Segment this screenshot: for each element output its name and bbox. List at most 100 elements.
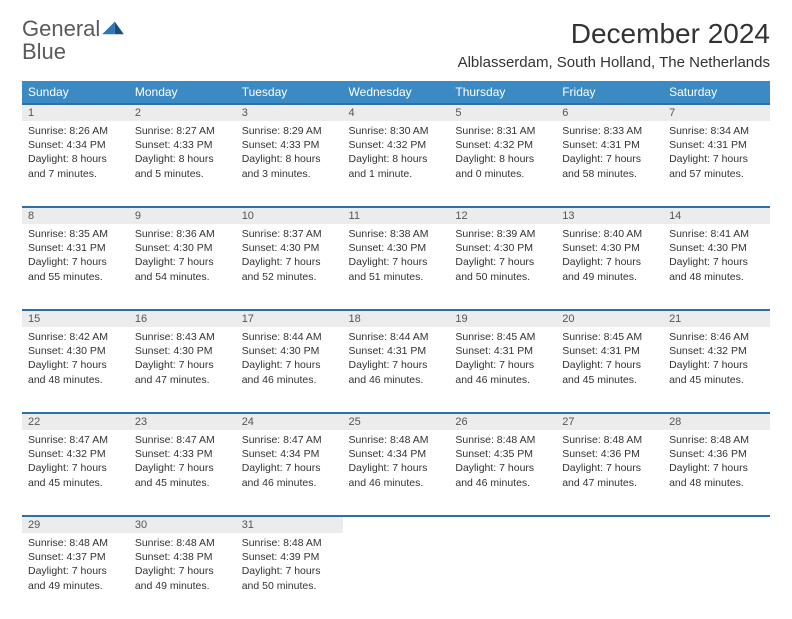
sunset-line: Sunset: 4:32 PM [455, 138, 550, 152]
sunset-line: Sunset: 4:30 PM [562, 241, 657, 255]
day-number-cell: 23 [129, 413, 236, 430]
day-content-cell: Sunrise: 8:48 AMSunset: 4:35 PMDaylight:… [449, 430, 556, 516]
day-content-cell: Sunrise: 8:45 AMSunset: 4:31 PMDaylight:… [449, 327, 556, 413]
day-number-cell: 25 [343, 413, 450, 430]
day-of-week-row: SundayMondayTuesdayWednesdayThursdayFrid… [22, 81, 770, 104]
day-content-cell: Sunrise: 8:30 AMSunset: 4:32 PMDaylight:… [343, 121, 450, 207]
day-number-cell: 31 [236, 516, 343, 533]
day-number-row: 891011121314 [22, 207, 770, 224]
day-content-cell [556, 533, 663, 619]
sunrise-line: Sunrise: 8:48 AM [28, 536, 123, 550]
day-number-cell: 28 [663, 413, 770, 430]
logo: General Blue [22, 18, 124, 64]
day-content-cell: Sunrise: 8:44 AMSunset: 4:30 PMDaylight:… [236, 327, 343, 413]
daylight-line: Daylight: 8 hours and 0 minutes. [455, 152, 550, 180]
day-number-cell: 11 [343, 207, 450, 224]
day-content-row: Sunrise: 8:42 AMSunset: 4:30 PMDaylight:… [22, 327, 770, 413]
sunrise-line: Sunrise: 8:47 AM [28, 433, 123, 447]
sunrise-line: Sunrise: 8:47 AM [242, 433, 337, 447]
sunset-line: Sunset: 4:34 PM [28, 138, 123, 152]
sunset-line: Sunset: 4:33 PM [135, 138, 230, 152]
sunset-line: Sunset: 4:32 PM [669, 344, 764, 358]
sunrise-line: Sunrise: 8:30 AM [349, 124, 444, 138]
sunrise-line: Sunrise: 8:38 AM [349, 227, 444, 241]
day-number-cell: 1 [22, 104, 129, 121]
day-content-row: Sunrise: 8:47 AMSunset: 4:32 PMDaylight:… [22, 430, 770, 516]
daylight-line: Daylight: 7 hours and 47 minutes. [135, 358, 230, 386]
day-content-cell: Sunrise: 8:45 AMSunset: 4:31 PMDaylight:… [556, 327, 663, 413]
day-number-cell: 12 [449, 207, 556, 224]
daylight-line: Daylight: 7 hours and 46 minutes. [242, 461, 337, 489]
day-content-cell: Sunrise: 8:48 AMSunset: 4:39 PMDaylight:… [236, 533, 343, 619]
day-content-cell: Sunrise: 8:34 AMSunset: 4:31 PMDaylight:… [663, 121, 770, 207]
sunset-line: Sunset: 4:30 PM [242, 241, 337, 255]
day-content-cell: Sunrise: 8:29 AMSunset: 4:33 PMDaylight:… [236, 121, 343, 207]
day-content-cell: Sunrise: 8:48 AMSunset: 4:36 PMDaylight:… [663, 430, 770, 516]
day-number-cell: 16 [129, 310, 236, 327]
day-header: Thursday [449, 81, 556, 104]
day-number-cell: 29 [22, 516, 129, 533]
day-number-cell [449, 516, 556, 533]
day-content-row: Sunrise: 8:35 AMSunset: 4:31 PMDaylight:… [22, 224, 770, 310]
day-header: Friday [556, 81, 663, 104]
day-number-cell: 3 [236, 104, 343, 121]
daylight-line: Daylight: 7 hours and 49 minutes. [135, 564, 230, 592]
day-number-cell: 7 [663, 104, 770, 121]
sunset-line: Sunset: 4:31 PM [455, 344, 550, 358]
day-content-cell: Sunrise: 8:40 AMSunset: 4:30 PMDaylight:… [556, 224, 663, 310]
sunrise-line: Sunrise: 8:42 AM [28, 330, 123, 344]
daylight-line: Daylight: 7 hours and 45 minutes. [669, 358, 764, 386]
daylight-line: Daylight: 7 hours and 46 minutes. [349, 358, 444, 386]
sunset-line: Sunset: 4:31 PM [669, 138, 764, 152]
day-number-row: 15161718192021 [22, 310, 770, 327]
daylight-line: Daylight: 8 hours and 1 minute. [349, 152, 444, 180]
day-header: Monday [129, 81, 236, 104]
daylight-line: Daylight: 7 hours and 54 minutes. [135, 255, 230, 283]
day-number-cell: 20 [556, 310, 663, 327]
logo-text: General Blue [22, 18, 124, 64]
daylight-line: Daylight: 8 hours and 5 minutes. [135, 152, 230, 180]
day-header: Wednesday [343, 81, 450, 104]
daylight-line: Daylight: 8 hours and 3 minutes. [242, 152, 337, 180]
day-content-cell: Sunrise: 8:26 AMSunset: 4:34 PMDaylight:… [22, 121, 129, 207]
sunset-line: Sunset: 4:31 PM [562, 344, 657, 358]
daylight-line: Daylight: 7 hours and 45 minutes. [28, 461, 123, 489]
day-content-row: Sunrise: 8:26 AMSunset: 4:34 PMDaylight:… [22, 121, 770, 207]
sunset-line: Sunset: 4:31 PM [562, 138, 657, 152]
daylight-line: Daylight: 7 hours and 46 minutes. [455, 461, 550, 489]
sunset-line: Sunset: 4:30 PM [135, 241, 230, 255]
sunset-line: Sunset: 4:31 PM [349, 344, 444, 358]
day-number-cell: 6 [556, 104, 663, 121]
day-content-cell: Sunrise: 8:47 AMSunset: 4:32 PMDaylight:… [22, 430, 129, 516]
sunrise-line: Sunrise: 8:37 AM [242, 227, 337, 241]
day-content-cell: Sunrise: 8:44 AMSunset: 4:31 PMDaylight:… [343, 327, 450, 413]
day-content-cell: Sunrise: 8:38 AMSunset: 4:30 PMDaylight:… [343, 224, 450, 310]
day-content-cell: Sunrise: 8:48 AMSunset: 4:38 PMDaylight:… [129, 533, 236, 619]
day-number-cell [343, 516, 450, 533]
header: General Blue December 2024 Alblasserdam,… [22, 18, 770, 71]
sunrise-line: Sunrise: 8:41 AM [669, 227, 764, 241]
day-content-cell: Sunrise: 8:46 AMSunset: 4:32 PMDaylight:… [663, 327, 770, 413]
daylight-line: Daylight: 7 hours and 50 minutes. [455, 255, 550, 283]
sunset-line: Sunset: 4:30 PM [455, 241, 550, 255]
daylight-line: Daylight: 7 hours and 50 minutes. [242, 564, 337, 592]
sunrise-line: Sunrise: 8:48 AM [135, 536, 230, 550]
sunrise-line: Sunrise: 8:45 AM [455, 330, 550, 344]
sunset-line: Sunset: 4:32 PM [349, 138, 444, 152]
day-number-cell: 13 [556, 207, 663, 224]
sunset-line: Sunset: 4:36 PM [562, 447, 657, 461]
sunset-line: Sunset: 4:32 PM [28, 447, 123, 461]
day-number-row: 293031 [22, 516, 770, 533]
sunrise-line: Sunrise: 8:35 AM [28, 227, 123, 241]
sunset-line: Sunset: 4:30 PM [135, 344, 230, 358]
day-content-cell: Sunrise: 8:47 AMSunset: 4:34 PMDaylight:… [236, 430, 343, 516]
day-content-cell: Sunrise: 8:43 AMSunset: 4:30 PMDaylight:… [129, 327, 236, 413]
sunset-line: Sunset: 4:36 PM [669, 447, 764, 461]
daylight-line: Daylight: 7 hours and 49 minutes. [28, 564, 123, 592]
day-content-cell: Sunrise: 8:27 AMSunset: 4:33 PMDaylight:… [129, 121, 236, 207]
page-title: December 2024 [458, 18, 770, 50]
sunset-line: Sunset: 4:38 PM [135, 550, 230, 564]
sunrise-line: Sunrise: 8:44 AM [349, 330, 444, 344]
location-text: Alblasserdam, South Holland, The Netherl… [458, 54, 770, 71]
sunset-line: Sunset: 4:33 PM [135, 447, 230, 461]
